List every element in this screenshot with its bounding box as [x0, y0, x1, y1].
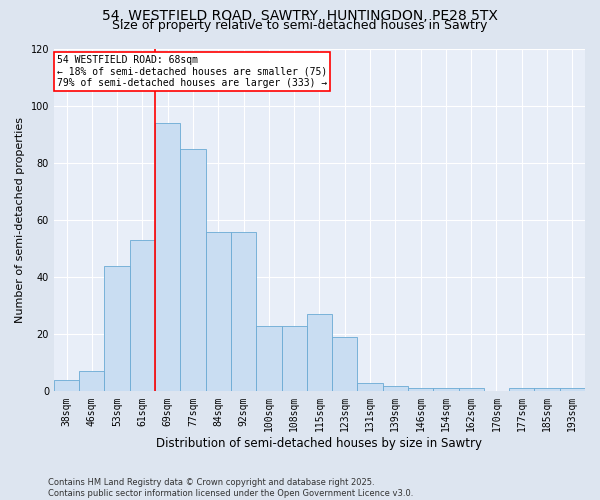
Bar: [408, 388, 433, 392]
Bar: [79, 372, 104, 392]
X-axis label: Distribution of semi-detached houses by size in Sawtry: Distribution of semi-detached houses by …: [157, 437, 482, 450]
Bar: [307, 314, 332, 392]
Bar: [281, 326, 307, 392]
Text: 54 WESTFIELD ROAD: 68sqm
← 18% of semi-detached houses are smaller (75)
79% of s: 54 WESTFIELD ROAD: 68sqm ← 18% of semi-d…: [57, 54, 327, 88]
Bar: [332, 337, 358, 392]
Bar: [535, 388, 560, 392]
Bar: [231, 232, 256, 392]
Bar: [54, 380, 79, 392]
Bar: [181, 149, 206, 392]
Bar: [256, 326, 281, 392]
Bar: [458, 388, 484, 392]
Text: Size of property relative to semi-detached houses in Sawtry: Size of property relative to semi-detach…: [112, 18, 488, 32]
Bar: [155, 123, 181, 392]
Text: 54, WESTFIELD ROAD, SAWTRY, HUNTINGDON, PE28 5TX: 54, WESTFIELD ROAD, SAWTRY, HUNTINGDON, …: [102, 9, 498, 23]
Bar: [358, 383, 383, 392]
Y-axis label: Number of semi-detached properties: Number of semi-detached properties: [15, 117, 25, 323]
Bar: [206, 232, 231, 392]
Bar: [560, 388, 585, 392]
Text: Contains HM Land Registry data © Crown copyright and database right 2025.
Contai: Contains HM Land Registry data © Crown c…: [48, 478, 413, 498]
Bar: [104, 266, 130, 392]
Bar: [383, 386, 408, 392]
Bar: [509, 388, 535, 392]
Bar: [433, 388, 458, 392]
Bar: [130, 240, 155, 392]
